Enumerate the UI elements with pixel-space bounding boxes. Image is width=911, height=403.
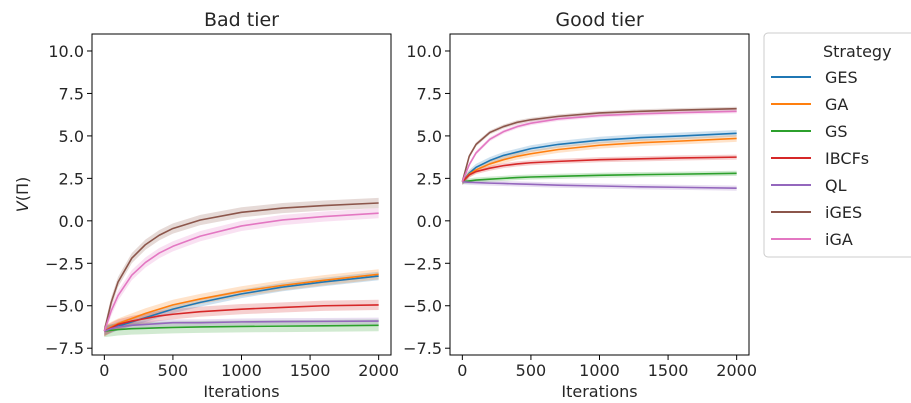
series-line-ql (462, 180, 737, 190)
confidence-band-iges (104, 197, 379, 337)
legend: Strategy GES GA GS IBCFs QL iGES iGA (763, 32, 911, 258)
series-line-ql (104, 320, 379, 332)
x-tick-label: 0 (457, 361, 467, 380)
y-tick-label: −7.5 (45, 339, 84, 358)
series-line-iga (461, 110, 737, 183)
legend-title: Strategy (823, 42, 892, 61)
confidence-band-ges (462, 129, 737, 186)
y-axis-label: V(Π) (13, 177, 32, 212)
legend-label-iges: iGES (825, 203, 862, 222)
confidence-band-ga (104, 269, 379, 337)
series-line-gs (462, 172, 737, 183)
y-tick-label: 10.0 (406, 42, 442, 61)
legend-label-iga: iGA (825, 230, 853, 249)
y-tick-label: −5.0 (45, 297, 84, 316)
panel-good-tier: 0 500 1000 1500 2000 −7.5 −5.0 −2.5 0.0 2.5 5.0 7.5… (403, 9, 757, 401)
series-line-iga (103, 212, 379, 332)
series-line-iges (103, 202, 379, 332)
y-tick-label: 0.0 (59, 212, 84, 231)
confidence-band-gs (104, 319, 379, 338)
plot-frame (449, 33, 750, 356)
x-tick-label: 2000 (716, 361, 757, 380)
series-line-ibcfs (103, 304, 379, 332)
x-tick-label: 0 (99, 361, 109, 380)
series-line-iges (461, 107, 737, 182)
legend-label-ibcfs: IBCFs (825, 149, 869, 168)
x-tick-label: 500 (158, 361, 189, 380)
y-tick-label: 0.0 (417, 212, 442, 231)
x-tick-label: 1500 (290, 361, 331, 380)
series-line-ges (461, 132, 737, 183)
y-tick-label: −2.5 (45, 254, 84, 273)
x-axis-label: Iterations (561, 382, 637, 401)
legend-label-ges: GES (825, 68, 858, 87)
x-tick-label: 1000 (221, 361, 262, 380)
y-tick-label: 5.0 (417, 127, 442, 146)
series-line-ga (461, 137, 737, 183)
legend-label-ql: QL (825, 176, 847, 195)
y-tick-label: 10.0 (48, 42, 84, 61)
x-axis-label: Iterations (203, 382, 279, 401)
series-line-ibcfs (461, 156, 737, 183)
y-tick-label: 7.5 (417, 84, 442, 103)
y-tick-label: 2.5 (417, 169, 442, 188)
y-tick-label: −5.0 (403, 297, 442, 316)
confidence-band-ibcfs (104, 299, 379, 337)
x-tick-label: 2000 (358, 361, 399, 380)
y-tick-label: −2.5 (403, 254, 442, 273)
panel-title: Bad tier (204, 9, 279, 31)
legend-frame (763, 32, 911, 258)
x-tick-label: 1500 (648, 361, 689, 380)
confidence-band-ges (104, 271, 379, 336)
confidence-band-ql (462, 179, 737, 191)
x-tick-label: 1000 (579, 361, 620, 380)
y-tick-label: 2.5 (59, 169, 84, 188)
y-tick-label: −7.5 (403, 339, 442, 358)
y-tick-label: 7.5 (59, 84, 84, 103)
panel-bad-tier: 0 500 1000 1500 2000 −7.5 −5.0 −2.5 0.0 2.5 5.0 7.5… (13, 9, 399, 401)
x-tick-label: 500 (516, 361, 547, 380)
y-tick-label: 5.0 (59, 127, 84, 146)
series-line-gs (104, 324, 379, 333)
legend-label-ga: GA (825, 95, 848, 114)
legend-label-gs: GS (825, 122, 848, 141)
panel-title: Good tier (555, 9, 643, 31)
